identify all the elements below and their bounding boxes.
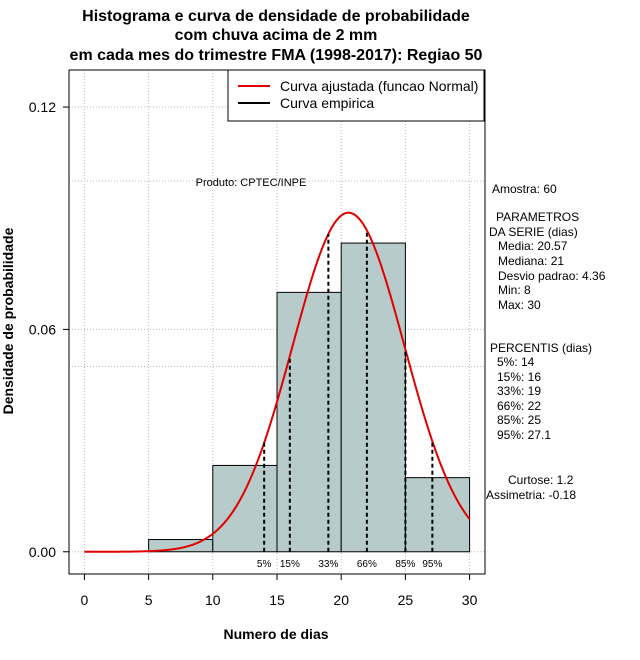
percentile-label-6: 95% bbox=[422, 559, 442, 570]
param-sd: Desvio padrao: 4.36 bbox=[498, 269, 606, 283]
percentile-label-1: 5% bbox=[257, 559, 272, 570]
percentile-label-4: 66% bbox=[357, 559, 377, 570]
stats-panel: Amostra: 60 PARAMETROS DA SERIE (dias) M… bbox=[486, 182, 606, 502]
x-tick-label-20: 20 bbox=[333, 592, 349, 608]
y-axis-label: Densidade de probabilidade bbox=[0, 227, 16, 414]
percentile-33: 33%: 19 bbox=[497, 384, 541, 398]
x-axis: 0 5 10 15 20 25 30 bbox=[81, 573, 478, 608]
legend-box bbox=[227, 69, 485, 122]
x-tick-label-10: 10 bbox=[205, 592, 221, 608]
normal-curve-layer bbox=[84, 211, 471, 553]
percentile-label-5: 85% bbox=[395, 559, 415, 570]
percentile-95: 95%: 27.1 bbox=[497, 428, 551, 442]
x-tick-label-0: 0 bbox=[81, 592, 89, 608]
x-tick-label-15: 15 bbox=[269, 592, 285, 608]
params-title-2: DA SERIE (dias) bbox=[489, 225, 578, 239]
x-tick-label-30: 30 bbox=[462, 592, 478, 608]
legend-label-fitted: Curva ajustada (funcao Normal) bbox=[280, 78, 478, 94]
histogram-bar-4 bbox=[340, 242, 406, 553]
histogram-bar-2 bbox=[212, 464, 278, 553]
title-line-3: em cada mes do trimestre FMA (1998-2017)… bbox=[70, 47, 483, 64]
x-tick-label-5: 5 bbox=[145, 592, 153, 608]
histogram-bar-5 bbox=[404, 477, 471, 553]
percentile-15: 15%: 16 bbox=[497, 370, 541, 384]
percentile-markers: 5% 15% 33% 66% 85% 95% bbox=[257, 230, 442, 570]
percentile-66: 66%: 22 bbox=[497, 399, 541, 413]
params-title-1: PARAMETROS bbox=[496, 210, 579, 224]
y-tick-label-0: 0.00 bbox=[29, 544, 56, 560]
sample-size: Amostra: 60 bbox=[492, 182, 557, 196]
fitted-normal-curve bbox=[84, 211, 471, 553]
param-median: Mediana: 21 bbox=[498, 254, 564, 268]
histogram-bar-3 bbox=[276, 291, 342, 553]
percentiles-title: PERCENTIS (dias) bbox=[490, 341, 592, 355]
x-tick-label-25: 25 bbox=[398, 592, 414, 608]
legend-label-empirical: Curva empirica bbox=[280, 95, 374, 111]
y-tick-label-2: 0.12 bbox=[29, 99, 56, 115]
percentile-label-2: 15% bbox=[280, 559, 300, 570]
y-axis: 0.00 0.06 0.12 bbox=[29, 99, 70, 560]
title-line-2: com chuva acima de 2 mm bbox=[175, 27, 378, 44]
kurtosis: Curtose: 1.2 bbox=[508, 473, 574, 487]
param-min: Min: 8 bbox=[498, 283, 531, 297]
param-mean: Media: 20.57 bbox=[498, 239, 568, 253]
x-axis-label: Numero de dias bbox=[223, 626, 328, 642]
param-max: Max: 30 bbox=[498, 298, 541, 312]
chart-title: Histograma e curva de densidade de proba… bbox=[70, 8, 483, 64]
skewness: Assimetria: -0.18 bbox=[486, 488, 576, 502]
title-line-1: Histograma e curva de densidade de proba… bbox=[82, 8, 470, 25]
product-annotation: Produto: CPTEC/INPE bbox=[196, 177, 307, 189]
percentile-label-3: 33% bbox=[318, 559, 338, 570]
y-tick-label-1: 0.06 bbox=[29, 321, 56, 337]
percentile-85: 85%: 25 bbox=[497, 413, 541, 427]
percentile-5: 5%: 14 bbox=[497, 355, 535, 369]
legend: Curva ajustada (funcao Normal) Curva emp… bbox=[227, 69, 485, 122]
